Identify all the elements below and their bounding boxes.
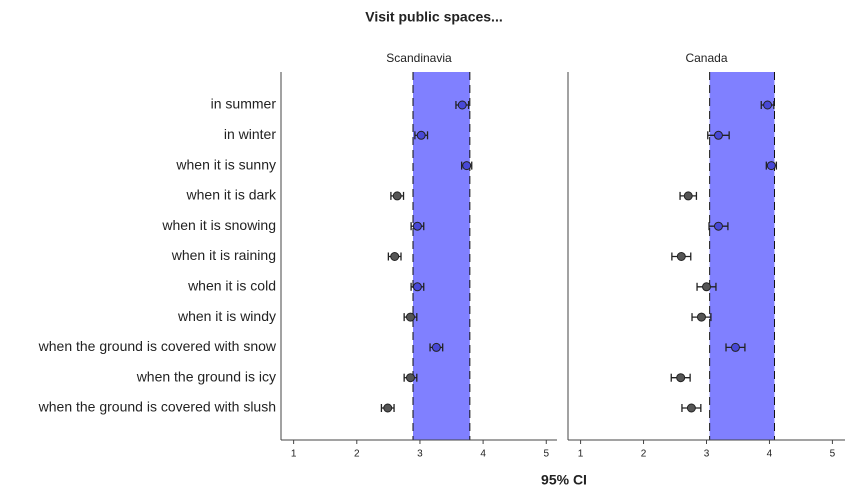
- x-tick-label: 5: [543, 449, 549, 460]
- x-tick-label: 2: [641, 449, 647, 460]
- point: [676, 373, 686, 383]
- category-label: when the ground is covered with slush: [38, 399, 276, 415]
- point: [713, 130, 723, 140]
- point: [696, 312, 706, 322]
- point: [392, 191, 402, 201]
- x-tick-label: 4: [480, 449, 486, 460]
- category-label: when the ground is covered with snow: [38, 338, 277, 354]
- reference-band: [709, 72, 775, 440]
- x-tick-label: 1: [291, 449, 297, 460]
- x-tick-label: 5: [830, 449, 836, 460]
- category-label: when it is cold: [187, 278, 276, 294]
- point: [683, 191, 693, 201]
- x-tick-label: 4: [767, 449, 773, 460]
- point: [763, 100, 773, 110]
- category-label: when it is snowing: [161, 217, 276, 233]
- point: [457, 100, 467, 110]
- point: [390, 252, 400, 261]
- point: [405, 373, 415, 383]
- point: [713, 221, 723, 231]
- point: [766, 161, 776, 171]
- point: [383, 403, 393, 413]
- category-label: when it is windy: [177, 308, 276, 324]
- panel-label: Scandinavia: [386, 51, 452, 65]
- panel-label: Canada: [685, 51, 727, 65]
- point: [412, 221, 422, 231]
- reference-band: [413, 72, 470, 440]
- category-label: in winter: [224, 126, 276, 142]
- point: [431, 342, 441, 352]
- point: [686, 403, 696, 413]
- point: [405, 312, 415, 322]
- point: [730, 342, 740, 352]
- category-label: when the ground is icy: [136, 368, 276, 384]
- point: [412, 282, 422, 292]
- point: [416, 130, 426, 140]
- point: [462, 161, 472, 171]
- point: [702, 282, 711, 292]
- point: [676, 252, 686, 261]
- x-tick-label: 3: [417, 449, 423, 460]
- category-label: when it is dark: [186, 187, 277, 203]
- category-label: when it is raining: [171, 247, 276, 263]
- x-tick-label: 1: [578, 449, 584, 460]
- category-label: in summer: [211, 96, 277, 112]
- category-label: when it is sunny: [175, 156, 276, 172]
- x-tick-label: 2: [354, 449, 360, 460]
- chart-title: Visit public spaces...: [365, 9, 502, 25]
- x-axis-label: 95% CI: [541, 472, 587, 488]
- x-tick-label: 3: [704, 449, 710, 460]
